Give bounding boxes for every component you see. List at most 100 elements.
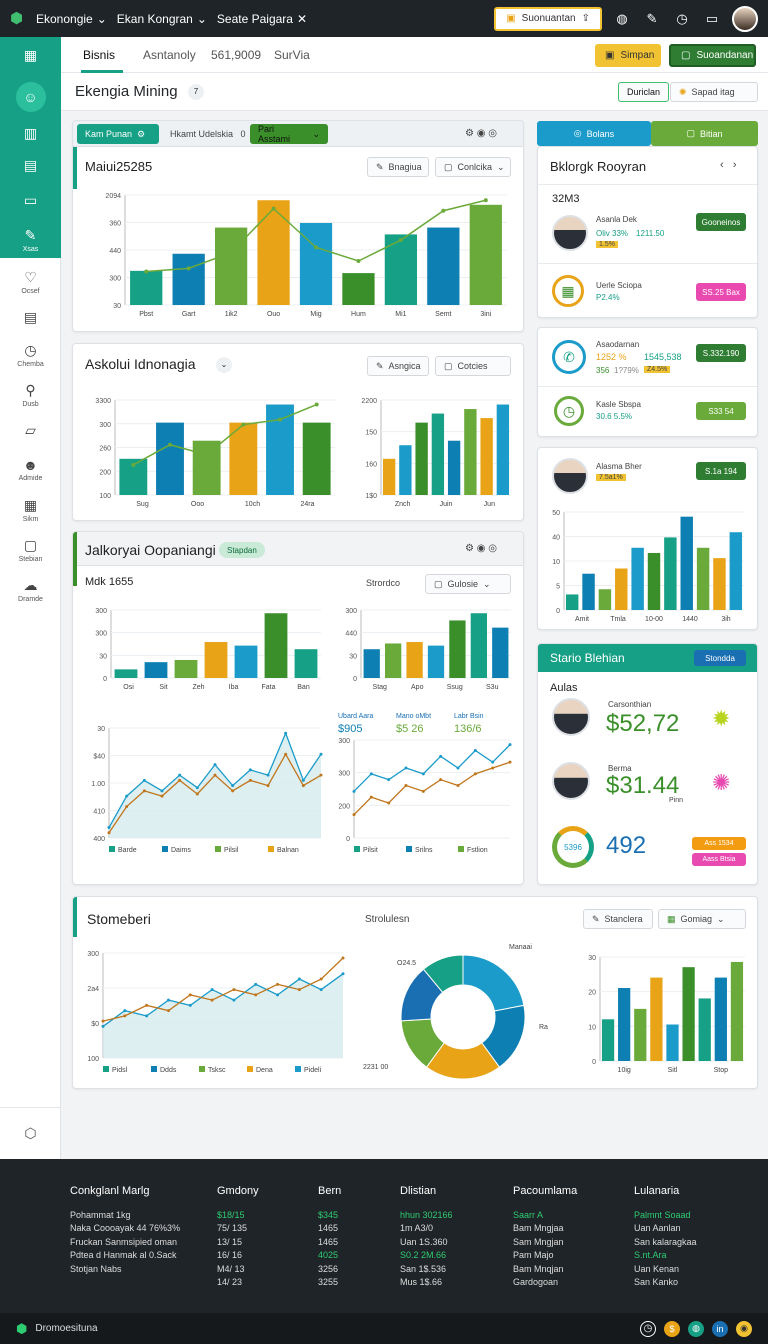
bar xyxy=(729,532,743,610)
legend-swatch xyxy=(406,846,412,852)
search-button[interactable]: ▣ Suonuantan ⇪ xyxy=(494,6,602,31)
tab-bisnis[interactable]: Bisnis xyxy=(81,37,123,73)
y-tick-label: $40 xyxy=(93,754,105,761)
sapad-button[interactable]: ✺ Sapad itag xyxy=(670,82,758,102)
pager-arrows[interactable]: ‹ › xyxy=(720,159,737,171)
y-tick-label: 300 xyxy=(345,608,357,615)
y-tick-label: 20 xyxy=(588,990,596,997)
tab-hkamt[interactable]: Hkamt Udelskia 0 xyxy=(170,129,246,139)
sidebar-item-ocsef[interactable]: ♡ Ocsef xyxy=(21,269,40,295)
bnagiua-button[interactable]: ✎ Bnagiua xyxy=(367,157,429,177)
menu-paigara[interactable]: Seate Paigara ✕ xyxy=(216,11,308,26)
legend-label: Pidsl xyxy=(112,1067,128,1074)
card-toolbar-icons[interactable]: ⚙ ◉ ◎ xyxy=(465,128,497,139)
gooneinos-button[interactable]: Gooneinos xyxy=(696,213,746,231)
duriclan-button[interactable]: Duriclan xyxy=(618,82,670,102)
sidebar-item-dramde[interactable]: ☁ Dramde xyxy=(18,577,43,603)
avatar xyxy=(552,762,590,800)
close-icon[interactable]: ✕ xyxy=(296,11,308,26)
line-point xyxy=(387,801,391,805)
file-icon: ▤ xyxy=(23,309,38,325)
card-stario: Stario Blehian Stondda Aulas Carsonthian… xyxy=(537,643,758,885)
x-tick-label: Sug xyxy=(136,501,149,508)
app-menu[interactable]: Ekonongie ⌄ xyxy=(36,11,107,26)
clock-icon[interactable]: ◷ xyxy=(640,1320,656,1337)
globe-icon[interactable]: ◍ xyxy=(616,10,628,26)
bar xyxy=(714,977,727,1061)
line-point xyxy=(266,784,270,788)
series-line xyxy=(353,744,511,792)
notification-icon[interactable]: ▭ xyxy=(705,10,719,26)
asngica-button[interactable]: ✎ Asngica xyxy=(367,356,429,376)
page-header: Ekengia Mining 7 Duriclan ✺ Sapad itag xyxy=(61,73,768,111)
tab-survia[interactable]: SurVia xyxy=(274,48,310,62)
metric-button-2[interactable]: Aass Btsia xyxy=(692,853,746,866)
card-toolbar-icons[interactable]: ⚙ ◉ ◎ xyxy=(465,543,497,554)
bar xyxy=(431,413,445,495)
sidebar-item-chemba[interactable]: ◷ Chemba xyxy=(17,342,44,368)
globe-icon[interactable]: ◍ xyxy=(688,1320,704,1337)
stat-2: 1545,538 xyxy=(644,352,682,362)
y-tick-label: 150 xyxy=(365,430,377,437)
menu-kongran[interactable]: Ekan Kongran ⌄ xyxy=(116,11,207,26)
bar xyxy=(598,589,612,610)
sidebar-item-folder[interactable]: ▱ xyxy=(0,422,61,439)
chevron-down-icon: ⌄ xyxy=(483,578,491,589)
y-tick-label: 0 xyxy=(556,608,560,615)
pen-icon[interactable]: ✎ xyxy=(646,10,658,26)
document-icon[interactable]: ▤ xyxy=(23,157,38,173)
askolui-side-chart: 2200 150 160 1$0 Znch Juin Jun xyxy=(361,398,511,508)
linkedin-icon[interactable]: in xyxy=(712,1320,728,1337)
grid-icon[interactable]: ▦ xyxy=(23,47,38,63)
item-button[interactable]: S.332.190 xyxy=(696,344,746,362)
conlcika-select[interactable]: ▢ Conlcika ⌄ xyxy=(435,157,511,177)
bar xyxy=(664,537,677,610)
inbox-icon[interactable]: ▭ xyxy=(23,192,38,208)
jalkoryai-line-chart-right: Ubard Aara $905 Mano oMbt $5 26 Labr Bsin 136… xyxy=(338,713,512,854)
metric-value: 492 xyxy=(606,832,647,859)
status-badge: Stondda xyxy=(694,650,746,666)
x-tick-label: Mig xyxy=(310,311,321,318)
y-tick-label: 0 xyxy=(592,1059,596,1066)
book-icon[interactable]: ▥ xyxy=(23,125,38,141)
sidebar-item-stebian[interactable]: ▢ Stebian xyxy=(18,537,43,563)
item-button[interactable]: SS.25 Bax xyxy=(696,283,746,301)
sidebar-item-sikm[interactable]: ▦ Sikm xyxy=(22,497,39,523)
tab-561[interactable]: 561,9009 xyxy=(211,48,262,62)
person-sub: Pinn xyxy=(669,797,684,804)
metric-button-1[interactable]: Ass 1534 xyxy=(692,837,746,850)
gomiag-select[interactable]: ▦ Gomiag ⌄ xyxy=(658,909,746,929)
profile-icon[interactable]: ☺ xyxy=(0,82,61,112)
tab-pari-asstami[interactable]: Pari Asstami ⌄ xyxy=(250,124,328,144)
item-button[interactable]: S33 54 xyxy=(696,402,746,420)
legend-label: Pilsit xyxy=(363,847,378,854)
sidebar-item-files[interactable]: ▤ xyxy=(0,309,61,326)
cotcies-button[interactable]: ▢ Cotcies xyxy=(435,356,511,376)
edit-icon: ✎ xyxy=(24,227,37,243)
chevron-down-icon[interactable]: ⌄ xyxy=(216,357,232,373)
tab-kam-punan[interactable]: Kam Punan ⚙ xyxy=(77,124,159,144)
gulosie-select[interactable]: ▢ Gulosie ⌄ xyxy=(425,574,511,594)
person-stat-1: Oliv 33% xyxy=(596,229,629,238)
y-tick-label: $0 xyxy=(91,1021,99,1028)
tab-asntanoly[interactable]: Asntanoly xyxy=(143,48,196,62)
sidebar-item-admide[interactable]: ☻ Admide xyxy=(18,457,43,482)
sidebar-item-xsas[interactable]: ✎ Xsas xyxy=(22,227,39,253)
tab-bolans[interactable]: ◎ Bolans xyxy=(537,121,651,146)
strordco-label[interactable]: Strordco xyxy=(366,578,401,588)
y-tick-label: 300 xyxy=(109,276,121,283)
coin-icon[interactable]: $ xyxy=(664,1320,680,1337)
suoandanan-button[interactable]: ▢ Suoandanan xyxy=(669,44,756,67)
settings-icon: ⚙ xyxy=(137,128,146,139)
clock-icon[interactable]: ◷ xyxy=(676,10,688,26)
tab-bitian[interactable]: ▢ Bitian xyxy=(651,121,758,146)
settings-icon[interactable]: ⬡ xyxy=(0,1107,61,1159)
person-button[interactable]: S.1a 194 xyxy=(696,462,746,480)
sidebar-item-dusb[interactable]: ⚲ Dusb xyxy=(22,382,39,408)
simpan-button[interactable]: ▣ Simpan xyxy=(595,44,661,67)
line-point xyxy=(456,784,460,787)
stanclera-button[interactable]: ✎ Stanclera xyxy=(583,909,653,929)
line-point xyxy=(107,831,111,835)
chat-icon[interactable]: ◉ xyxy=(736,1320,752,1337)
avatar[interactable] xyxy=(732,5,758,32)
